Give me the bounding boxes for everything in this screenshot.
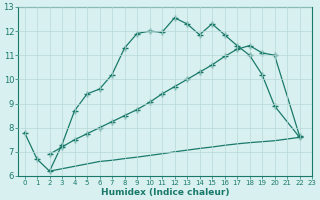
X-axis label: Humidex (Indice chaleur): Humidex (Indice chaleur) [101, 188, 229, 197]
